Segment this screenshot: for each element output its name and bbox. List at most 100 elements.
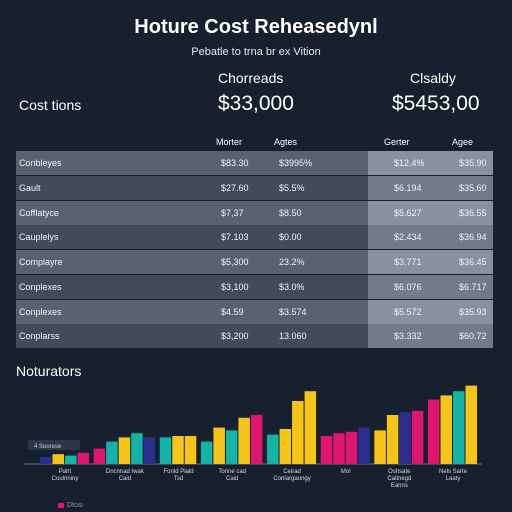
bar <box>333 433 345 464</box>
bar <box>143 437 156 464</box>
bar <box>118 437 131 464</box>
bar <box>428 399 440 464</box>
bar <box>93 448 106 464</box>
cost-section-label: Cost tions <box>19 97 82 113</box>
bar <box>267 434 279 464</box>
category-label: Tonne cad Caid <box>218 469 246 482</box>
column-header-1: Morter <box>216 137 243 147</box>
table-cell: $6.717 <box>459 281 487 292</box>
table-row: Conplarss $3,200 13.060 $3.332 $60.72 <box>16 324 493 349</box>
highlight-column <box>368 225 493 250</box>
legend-label: Dtosi <box>67 502 83 509</box>
row-label: Conbleyes <box>19 158 62 168</box>
table-cell: $5,300 <box>221 257 249 267</box>
table-cell: $0.00 <box>279 232 302 243</box>
row-label: Gault <box>19 182 41 193</box>
chart-legend: Dtosi <box>58 502 83 509</box>
bar <box>453 391 465 464</box>
kpi-value-2: $5453,00 <box>392 92 480 115</box>
table-cell: $3,200 <box>221 331 249 342</box>
kpi-label-2: Clsaldy <box>410 70 456 86</box>
table-cell: $3.332 <box>394 331 422 342</box>
annotation-box <box>28 440 80 450</box>
table-cell: $60.72 <box>459 331 487 342</box>
cost-table: Conbleyes $83.30 $3995% $12.4% $35.90 Gault $2… <box>16 151 493 349</box>
bar <box>52 454 64 464</box>
table-cell: $12.4% <box>394 158 425 168</box>
bar <box>184 436 197 464</box>
column-header-2: Agtes <box>274 137 298 147</box>
table-cell: $6.194 <box>394 182 422 193</box>
highlight-column <box>368 200 493 225</box>
table-cell: $36.94 <box>459 232 487 243</box>
bar-chart: 4 Soorese Paht Coulnniny Dncnnad Iwak Caid Fo… <box>24 385 482 489</box>
chart-subtitle: Pebatle to trna br ex Vition <box>191 46 321 58</box>
bar <box>238 417 250 464</box>
table-cell: 13.060 <box>279 331 307 342</box>
table-cell: $35.93 <box>459 306 487 317</box>
table-row: Cofflatyce $7,37 $8.50 $5.627 $36.55 <box>16 200 493 225</box>
bar <box>106 441 118 464</box>
row-label: Conplarss <box>19 331 60 342</box>
chart-title: Hoture Cost Reheasedynl <box>134 16 378 38</box>
column-header-3: Gerter <box>384 137 410 147</box>
highlight-column <box>368 299 493 324</box>
row-label: Conplexes <box>19 306 62 317</box>
bar <box>440 395 452 464</box>
table-cell: $35.60 <box>459 182 487 193</box>
category-label: Nels Sarte Laaty <box>439 469 468 482</box>
table-row: Conplexes $3,100 $3.0% $6.076 $6.717 <box>16 274 493 299</box>
table-cell: $8.50 <box>279 207 302 218</box>
bar <box>411 410 424 464</box>
table-cell: $3995% <box>279 158 313 168</box>
table-cell: $4.59 <box>221 306 244 317</box>
table-cell: $3.574 <box>279 306 307 317</box>
kpi-value-1: $33,000 <box>218 92 294 115</box>
bar <box>200 441 213 464</box>
table-cell: $5.5% <box>279 182 305 193</box>
bar <box>320 436 333 464</box>
table-cell: 23.2% <box>279 257 305 267</box>
table-cell: $83.30 <box>221 158 249 168</box>
table-cell: $35.90 <box>459 158 487 168</box>
highlight-column <box>368 175 493 200</box>
category-label: Paht Coulnniny <box>52 469 79 482</box>
row-label: Complayre <box>19 257 63 267</box>
category-label: Ceirad Conlargaongy <box>273 469 310 482</box>
table-cell: $6.076 <box>394 281 422 292</box>
bar <box>40 457 52 464</box>
table-cell: $36.45 <box>459 257 487 267</box>
row-label: Conplexes <box>19 281 62 292</box>
bar <box>386 415 399 464</box>
table-cell: $2.434 <box>394 232 422 243</box>
category-label: Fonld Piald Tsd <box>164 469 194 482</box>
annotation-text: 4 Soorese <box>34 444 62 450</box>
category-label: Dncnnad Iwak Caid <box>106 469 145 482</box>
bar <box>292 401 304 464</box>
table-cell: $3.0% <box>279 281 305 292</box>
table-row: Complayre $5,300 23.2% $3.771 $36.45 <box>16 250 493 274</box>
table-cell: $7,37 <box>221 207 244 218</box>
bar <box>172 436 184 464</box>
highlight-column <box>368 324 493 349</box>
bar <box>65 455 77 464</box>
legend-swatch <box>58 503 64 508</box>
column-header-4: Agee <box>452 137 474 147</box>
table-cell: $3,100 <box>221 281 249 292</box>
kpi-label-1: Chorreads <box>218 70 284 86</box>
row-label: Cofflatyce <box>19 207 59 218</box>
bar <box>345 431 358 464</box>
bar <box>358 427 370 464</box>
table-cell: $27.60 <box>221 182 249 193</box>
bar <box>213 427 225 464</box>
highlight-column <box>368 250 493 274</box>
table-row: Conbleyes $83.30 $3995% $12.4% $35.90 <box>16 151 493 175</box>
bar <box>225 430 238 464</box>
bar <box>250 415 263 464</box>
highlight-column <box>368 151 493 175</box>
category-label: Mol <box>341 469 351 475</box>
table-cell: $5.627 <box>394 207 422 218</box>
table-row: Conplexes $4.59 $3.574 $5.572 $35.93 <box>16 299 493 324</box>
row-label: Cauplelys <box>19 232 59 243</box>
table-row: Cauplelys $7.103 $0.00 $2.434 $36.94 <box>16 225 493 250</box>
